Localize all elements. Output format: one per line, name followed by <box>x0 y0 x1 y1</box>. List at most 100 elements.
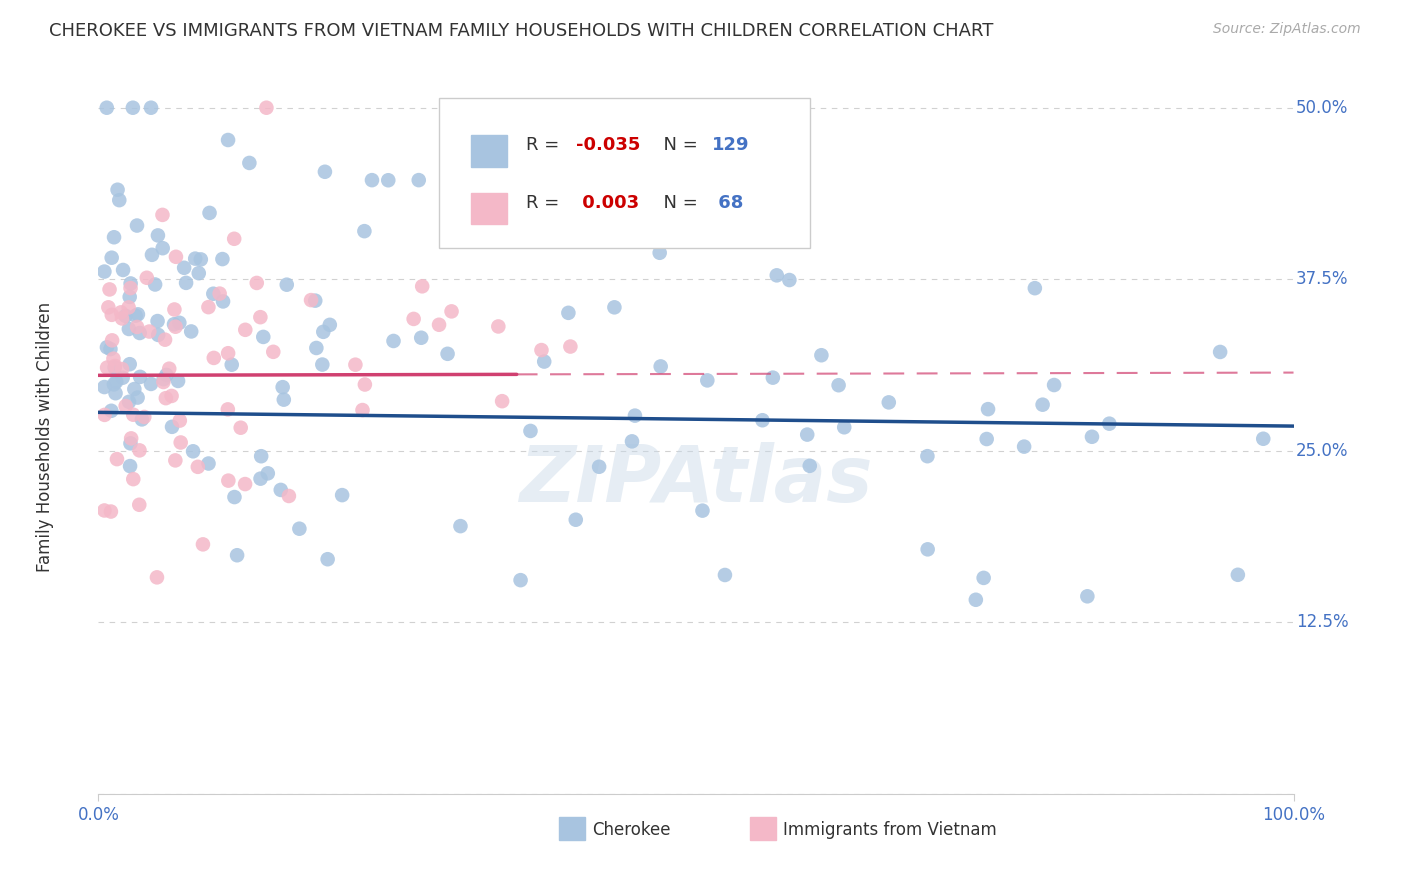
Point <box>105 375 128 389</box>
Point <box>427 318 450 332</box>
Point <box>565 513 588 527</box>
Point <box>122 472 145 486</box>
Point <box>165 319 187 334</box>
Text: CHEROKEE VS IMMIGRANTS FROM VIETNAM FAMILY HOUSEHOLDS WITH CHILDREN CORRELATION : CHEROKEE VS IMMIGRANTS FROM VIETNAM FAMI… <box>49 22 994 40</box>
Point <box>796 427 818 442</box>
Point <box>252 330 274 344</box>
Point <box>160 389 183 403</box>
Point <box>110 305 132 319</box>
Point <box>330 488 353 502</box>
Point <box>129 370 152 384</box>
Point <box>304 293 326 308</box>
Text: ZIPAtlas: ZIPAtlas <box>519 442 873 518</box>
Point <box>603 301 626 315</box>
Point <box>271 380 294 394</box>
Point <box>965 592 987 607</box>
Point <box>118 357 141 371</box>
Text: 50.0%: 50.0% <box>1296 99 1348 117</box>
Bar <box>471 193 508 225</box>
Point <box>352 403 374 417</box>
Point <box>139 101 162 115</box>
Point <box>361 173 384 187</box>
Point <box>238 156 260 170</box>
Point <box>877 395 900 409</box>
Point <box>139 376 162 391</box>
Point <box>1098 417 1121 431</box>
Point <box>319 318 342 332</box>
Point <box>353 224 375 238</box>
Point <box>180 325 202 339</box>
Point <box>519 424 541 438</box>
Point <box>211 252 233 266</box>
Point <box>1032 398 1054 412</box>
Point <box>917 449 939 463</box>
Point <box>233 323 256 337</box>
Point <box>112 263 135 277</box>
Point <box>146 570 169 584</box>
Point <box>191 537 214 551</box>
Point <box>174 276 197 290</box>
Point <box>224 232 246 246</box>
Point <box>778 273 800 287</box>
Point <box>976 432 998 446</box>
Point <box>256 467 278 481</box>
Point <box>167 374 190 388</box>
Point <box>217 474 239 488</box>
Point <box>101 334 124 348</box>
Point <box>118 394 141 409</box>
Point <box>449 519 471 533</box>
Point <box>229 420 252 434</box>
Point <box>344 358 367 372</box>
Point <box>276 277 298 292</box>
Text: R =: R = <box>526 194 565 211</box>
Point <box>1043 378 1066 392</box>
Bar <box>471 136 508 167</box>
Point <box>382 334 405 348</box>
Point <box>917 542 939 557</box>
Point <box>288 522 311 536</box>
Point <box>212 294 235 309</box>
Point <box>104 386 127 401</box>
Point <box>311 358 333 372</box>
Point <box>491 394 513 409</box>
Point <box>125 320 148 334</box>
Point <box>256 101 278 115</box>
Point <box>273 392 295 407</box>
Point <box>1251 432 1274 446</box>
Text: Family Households with Children: Family Households with Children <box>35 302 53 572</box>
Text: -0.035: -0.035 <box>576 136 641 153</box>
Point <box>152 372 174 386</box>
Point <box>111 370 134 384</box>
Point <box>157 361 180 376</box>
Point <box>143 277 166 292</box>
Point <box>101 308 124 322</box>
Point <box>124 382 146 396</box>
Text: R =: R = <box>526 136 565 153</box>
Point <box>249 310 271 325</box>
Point <box>187 459 209 474</box>
Point <box>402 312 425 326</box>
Point <box>169 414 191 428</box>
Point <box>104 360 127 375</box>
Point <box>125 219 148 233</box>
Point <box>103 377 125 392</box>
Point <box>799 458 821 473</box>
Point <box>146 314 169 328</box>
Point <box>127 307 149 321</box>
Point <box>118 290 141 304</box>
Point <box>262 344 284 359</box>
Point <box>111 311 134 326</box>
Point <box>135 270 157 285</box>
Point <box>1076 590 1098 604</box>
Point <box>114 399 136 413</box>
Point <box>160 419 183 434</box>
Text: 37.5%: 37.5% <box>1296 270 1348 288</box>
Point <box>208 286 231 301</box>
Text: 68: 68 <box>711 194 742 211</box>
Point <box>114 309 136 323</box>
Point <box>138 325 160 339</box>
Point <box>588 459 610 474</box>
Point <box>624 409 647 423</box>
Point <box>120 459 142 474</box>
Point <box>128 498 150 512</box>
